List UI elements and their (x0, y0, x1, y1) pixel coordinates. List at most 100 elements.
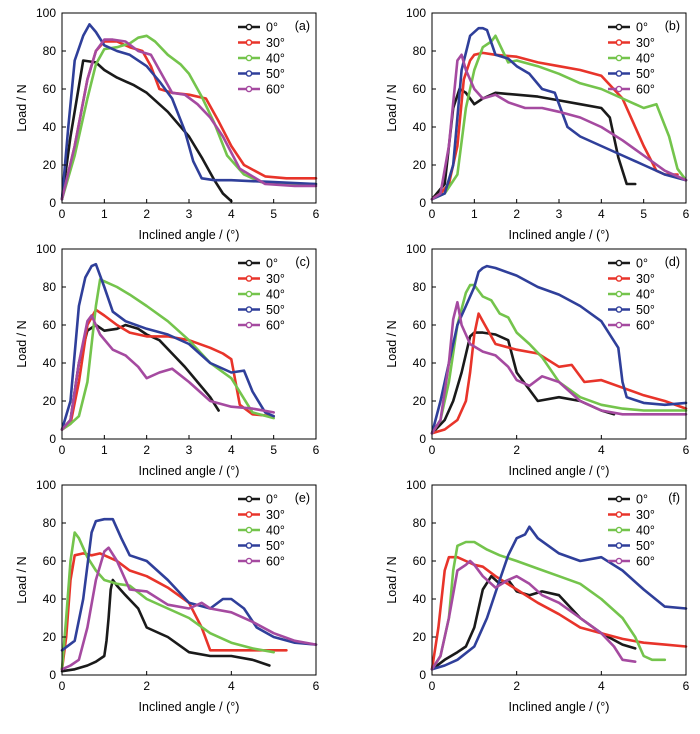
y-tick-label: 80 (43, 516, 57, 530)
legend-marker (615, 306, 623, 313)
legend-label: 40° (636, 52, 655, 66)
legend-marker (615, 275, 623, 282)
y-tick-label: 40 (43, 356, 57, 370)
x-tick-label: 1 (101, 207, 108, 221)
series-line (60, 546, 318, 671)
y-tick-label: 80 (413, 44, 427, 58)
legend-label: 0° (636, 21, 648, 35)
x-tick-label: 1 (471, 207, 478, 221)
legend-label: 60° (636, 319, 655, 333)
x-tick-label: 3 (556, 207, 563, 221)
legend-label: 50° (266, 303, 285, 317)
plot-frame (431, 248, 687, 440)
legend-marker (245, 70, 253, 77)
legend-marker (615, 321, 623, 329)
y-tick-label: 100 (36, 6, 56, 20)
legend-label: 0° (636, 257, 648, 271)
legend-label: 30° (266, 36, 285, 50)
legend-marker (245, 54, 253, 62)
y-tick-label: 20 (413, 630, 427, 644)
legend-marker (245, 275, 253, 282)
x-tick-label: 0 (429, 207, 436, 221)
panel-label: (e) (295, 491, 310, 505)
legend-marker (615, 526, 623, 534)
y-tick-label: 0 (49, 432, 56, 446)
legend-label: 40° (266, 52, 285, 66)
y-tick-label: 80 (43, 44, 57, 58)
legend-label: 60° (636, 555, 655, 569)
legend-marker (615, 85, 623, 93)
legend-marker (245, 526, 253, 534)
series-line (430, 540, 667, 671)
y-tick-label: 100 (406, 478, 426, 492)
plot-frame (431, 484, 687, 676)
series-line (60, 34, 318, 201)
series-line (60, 531, 276, 671)
x-axis-label: Inclined angle / (°) (509, 228, 610, 242)
legend-label: 60° (266, 555, 285, 569)
legend: 0°30° 40°50° 60° (238, 493, 285, 569)
y-axis-label: Load / N (385, 320, 399, 367)
x-tick-label: 0 (59, 679, 66, 693)
y-tick-label: 40 (413, 592, 427, 606)
x-tick-label: 6 (683, 679, 690, 693)
series-line (430, 34, 688, 201)
y-tick-label: 60 (43, 82, 57, 96)
x-tick-label: 1 (101, 443, 108, 457)
x-axis-label: Inclined angle / (°) (139, 228, 240, 242)
series-line (430, 300, 688, 435)
legend-marker (245, 85, 253, 93)
legend-marker (245, 290, 253, 298)
legend-label: 0° (266, 493, 278, 507)
x-tick-label: 0 (429, 443, 436, 457)
y-tick-label: 60 (413, 82, 427, 96)
plot-frame (61, 484, 317, 676)
x-tick-label: 0 (59, 207, 66, 221)
x-tick-label: 5 (270, 207, 277, 221)
x-tick-label: 4 (598, 679, 605, 693)
series-line (60, 578, 271, 673)
legend-label: 40° (636, 288, 655, 302)
y-tick-label: 60 (43, 318, 57, 332)
series-line (430, 312, 688, 435)
legend: 0°30° 40°50° 60° (608, 21, 655, 97)
legend-label: 50° (266, 67, 285, 81)
legend-marker (615, 495, 623, 503)
x-tick-label: 2 (513, 679, 520, 693)
y-tick-label: 80 (43, 280, 57, 294)
legend-label: 40° (266, 524, 285, 538)
x-tick-label: 6 (313, 207, 320, 221)
y-tick-label: 40 (43, 120, 57, 134)
x-tick-label: 2 (513, 207, 520, 221)
y-tick-label: 20 (43, 394, 57, 408)
legend-label: 0° (266, 257, 278, 271)
y-tick-label: 60 (413, 554, 427, 568)
panel-label: (d) (665, 255, 680, 269)
legend-marker (615, 557, 623, 565)
legend-label: 30° (266, 272, 285, 286)
series-line (60, 59, 233, 203)
x-tick-label: 5 (640, 207, 647, 221)
x-tick-label: 2 (143, 443, 150, 457)
x-tick-label: 5 (270, 443, 277, 457)
x-axis-label: Inclined angle / (°) (509, 700, 610, 714)
x-axis-label: Inclined angle / (°) (139, 464, 240, 478)
legend-label: 30° (636, 272, 655, 286)
legend-marker (615, 290, 623, 298)
legend-label: 50° (266, 539, 285, 553)
series-line (430, 87, 637, 201)
series-line (60, 314, 276, 431)
panel-label: (f) (668, 491, 680, 505)
series-line (430, 53, 688, 201)
legend-marker (245, 321, 253, 329)
legend-label: 60° (266, 319, 285, 333)
y-tick-label: 0 (419, 668, 426, 682)
series-line (430, 555, 688, 671)
series-line (60, 552, 288, 671)
legend-marker (245, 542, 253, 549)
y-tick-label: 20 (43, 630, 57, 644)
y-tick-label: 100 (406, 242, 426, 256)
